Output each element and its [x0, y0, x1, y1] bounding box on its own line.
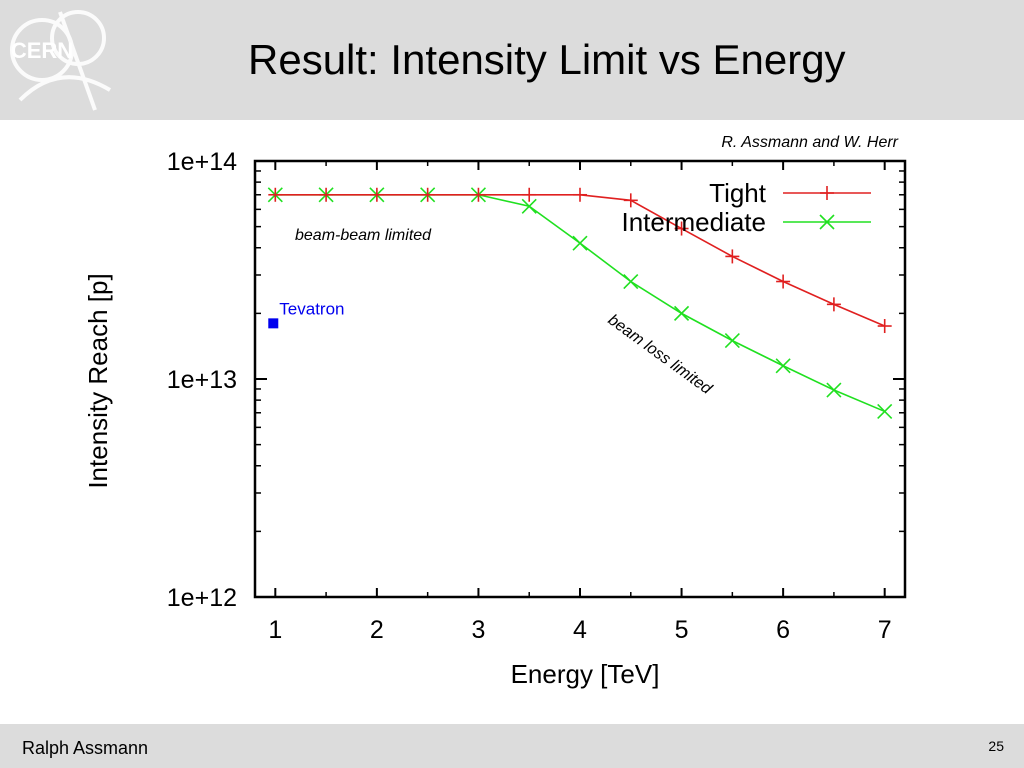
slide-title: Result: Intensity Limit vs Energy	[248, 36, 846, 83]
annotation-beam-beam: beam-beam limited	[295, 227, 432, 244]
intensity-chart: 1 2 3 4 5 6 7 1e+12 1e+13 1e+14 Energy [TeV] Inte…	[83, 148, 907, 689]
data-point-intermediate	[572, 235, 588, 251]
x-axis-label: Energy [TeV]	[511, 659, 660, 689]
data-point-intermediate	[775, 358, 791, 374]
y-tick-label: 1e+12	[167, 584, 237, 612]
series-line-tight	[275, 193, 886, 327]
data-point-intermediate	[521, 198, 537, 214]
data-point-tight	[826, 297, 841, 312]
legend-marker-tight	[820, 186, 834, 200]
y-tick-label: 1e+14	[167, 148, 237, 176]
data-point-intermediate	[724, 333, 740, 349]
data-point-tight	[776, 274, 791, 289]
cern-logo: CERN	[10, 10, 112, 111]
legend-label-intermediate: Intermediate	[621, 207, 766, 237]
data-point-tight	[674, 221, 689, 236]
x-tick-label: 3	[471, 616, 485, 644]
legend-marker-intermediate	[819, 214, 835, 230]
data-point-tight	[623, 193, 638, 208]
chart-credit: R. Assmann and W. Herr	[721, 134, 898, 151]
y-tick-label: 1e+13	[167, 366, 237, 394]
data-point-intermediate	[877, 403, 893, 419]
slide-footer: Ralph Assmann 25	[0, 724, 1024, 768]
footer-author: Ralph Assmann	[22, 738, 149, 758]
y-axis-label: Intensity Reach [p]	[83, 273, 113, 488]
chart-legend: Tight Intermediate	[621, 178, 871, 237]
legend-label-tight: Tight	[709, 178, 767, 208]
data-point-tight	[268, 187, 283, 202]
data-point-tight	[471, 187, 486, 202]
x-tick-label: 4	[573, 616, 587, 644]
x-tick-label: 7	[878, 616, 892, 644]
data-point-tight	[319, 187, 334, 202]
data-point-tight	[420, 187, 435, 202]
tevatron-point	[268, 318, 279, 329]
page-number: 25	[988, 738, 1004, 754]
data-point-intermediate	[826, 382, 842, 398]
x-tick-label: 2	[370, 616, 384, 644]
data-point-tight	[369, 187, 384, 202]
x-tick-label: 5	[675, 616, 689, 644]
x-tick-label: 6	[776, 616, 790, 644]
annotation-beam-loss: beam loss limited	[605, 311, 716, 398]
logo-text: CERN	[11, 38, 73, 63]
x-tick-label: 1	[268, 616, 282, 644]
data-point-intermediate	[673, 305, 690, 321]
series-layer	[267, 187, 893, 419]
tevatron-label: Tevatron	[279, 299, 344, 318]
axis-frame	[253, 159, 907, 599]
data-point-tight	[522, 187, 537, 202]
label-layer: 1 2 3 4 5 6 7 1e+12 1e+13 1e+14	[167, 148, 892, 644]
data-point-intermediate	[623, 273, 639, 290]
data-point-tight	[725, 249, 740, 264]
data-point-tight	[573, 187, 587, 202]
slide-header: CERN Result: Intensity Limit vs Energy	[0, 0, 1024, 120]
data-point-tight	[877, 319, 892, 334]
